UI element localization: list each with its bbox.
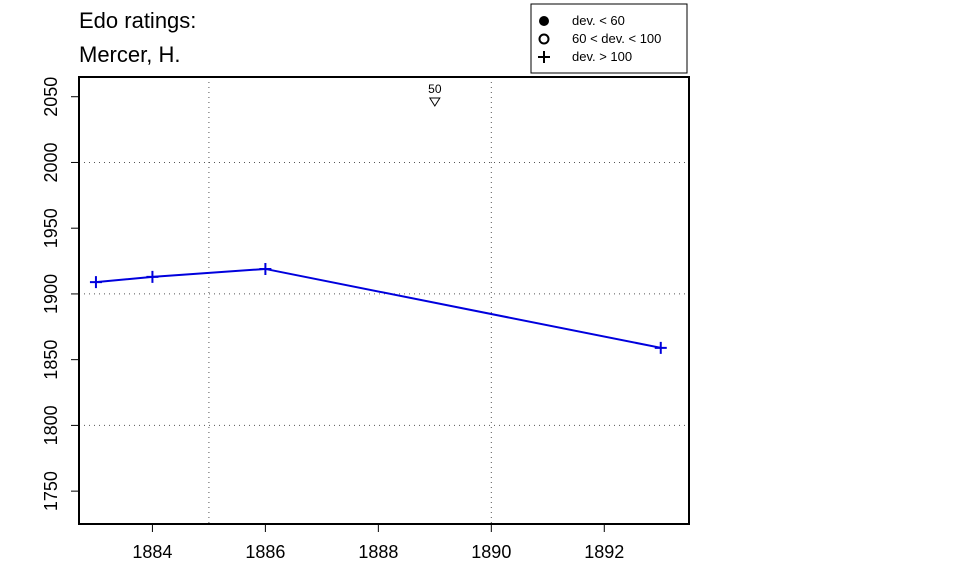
legend-box: [530, 3, 688, 74]
x-axis: 1884 1886 1888 1890 1892: [132, 524, 624, 562]
y-tick-label-3: 1900: [41, 274, 61, 314]
y-tick-label-4: 1950: [41, 208, 61, 248]
annotation-triangle-icon-0: [428, 97, 441, 107]
x-tick-label-1: 1886: [245, 542, 285, 562]
series-line-0: [95, 267, 661, 349]
y-tick-label-6: 2050: [41, 77, 61, 117]
grid: [79, 77, 689, 524]
chart-title-line-2: Mercer, H.: [79, 42, 180, 67]
y-tick-label-2: 1850: [41, 340, 61, 380]
y-tick-label-1: 1800: [41, 405, 61, 445]
data-point-1: [146, 270, 159, 283]
y-axis: 1750 1800 1850 1900 1950 2000 2050: [41, 77, 79, 511]
legend-filled-circle-icon: [539, 16, 549, 26]
data-point-3: [654, 341, 667, 354]
legend-plus-icon: [538, 51, 550, 63]
series-layer: [89, 262, 667, 354]
y-tick-label-0: 1750: [41, 471, 61, 511]
legend-label-3: dev. > 100: [572, 49, 632, 64]
annotation-label-0: 50: [428, 82, 442, 96]
legend-open-circle-icon: [538, 33, 550, 45]
data-point-2: [259, 262, 272, 275]
data-point-0: [89, 276, 102, 289]
x-tick-label-0: 1884: [132, 542, 172, 562]
x-tick-label-4: 1892: [584, 542, 624, 562]
annotations-layer: 50: [428, 82, 442, 107]
x-tick-label-3: 1890: [471, 542, 511, 562]
x-tick-label-2: 1888: [358, 542, 398, 562]
legend: dev. < 60 60 < dev. < 100 dev. > 100: [530, 3, 688, 74]
legend-label-2: 60 < dev. < 100: [572, 31, 661, 46]
legend-label-1: dev. < 60: [572, 13, 625, 28]
plot-frame: [78, 76, 690, 525]
chart-title-line-1: Edo ratings:: [79, 8, 196, 33]
y-tick-label-5: 2000: [41, 142, 61, 182]
